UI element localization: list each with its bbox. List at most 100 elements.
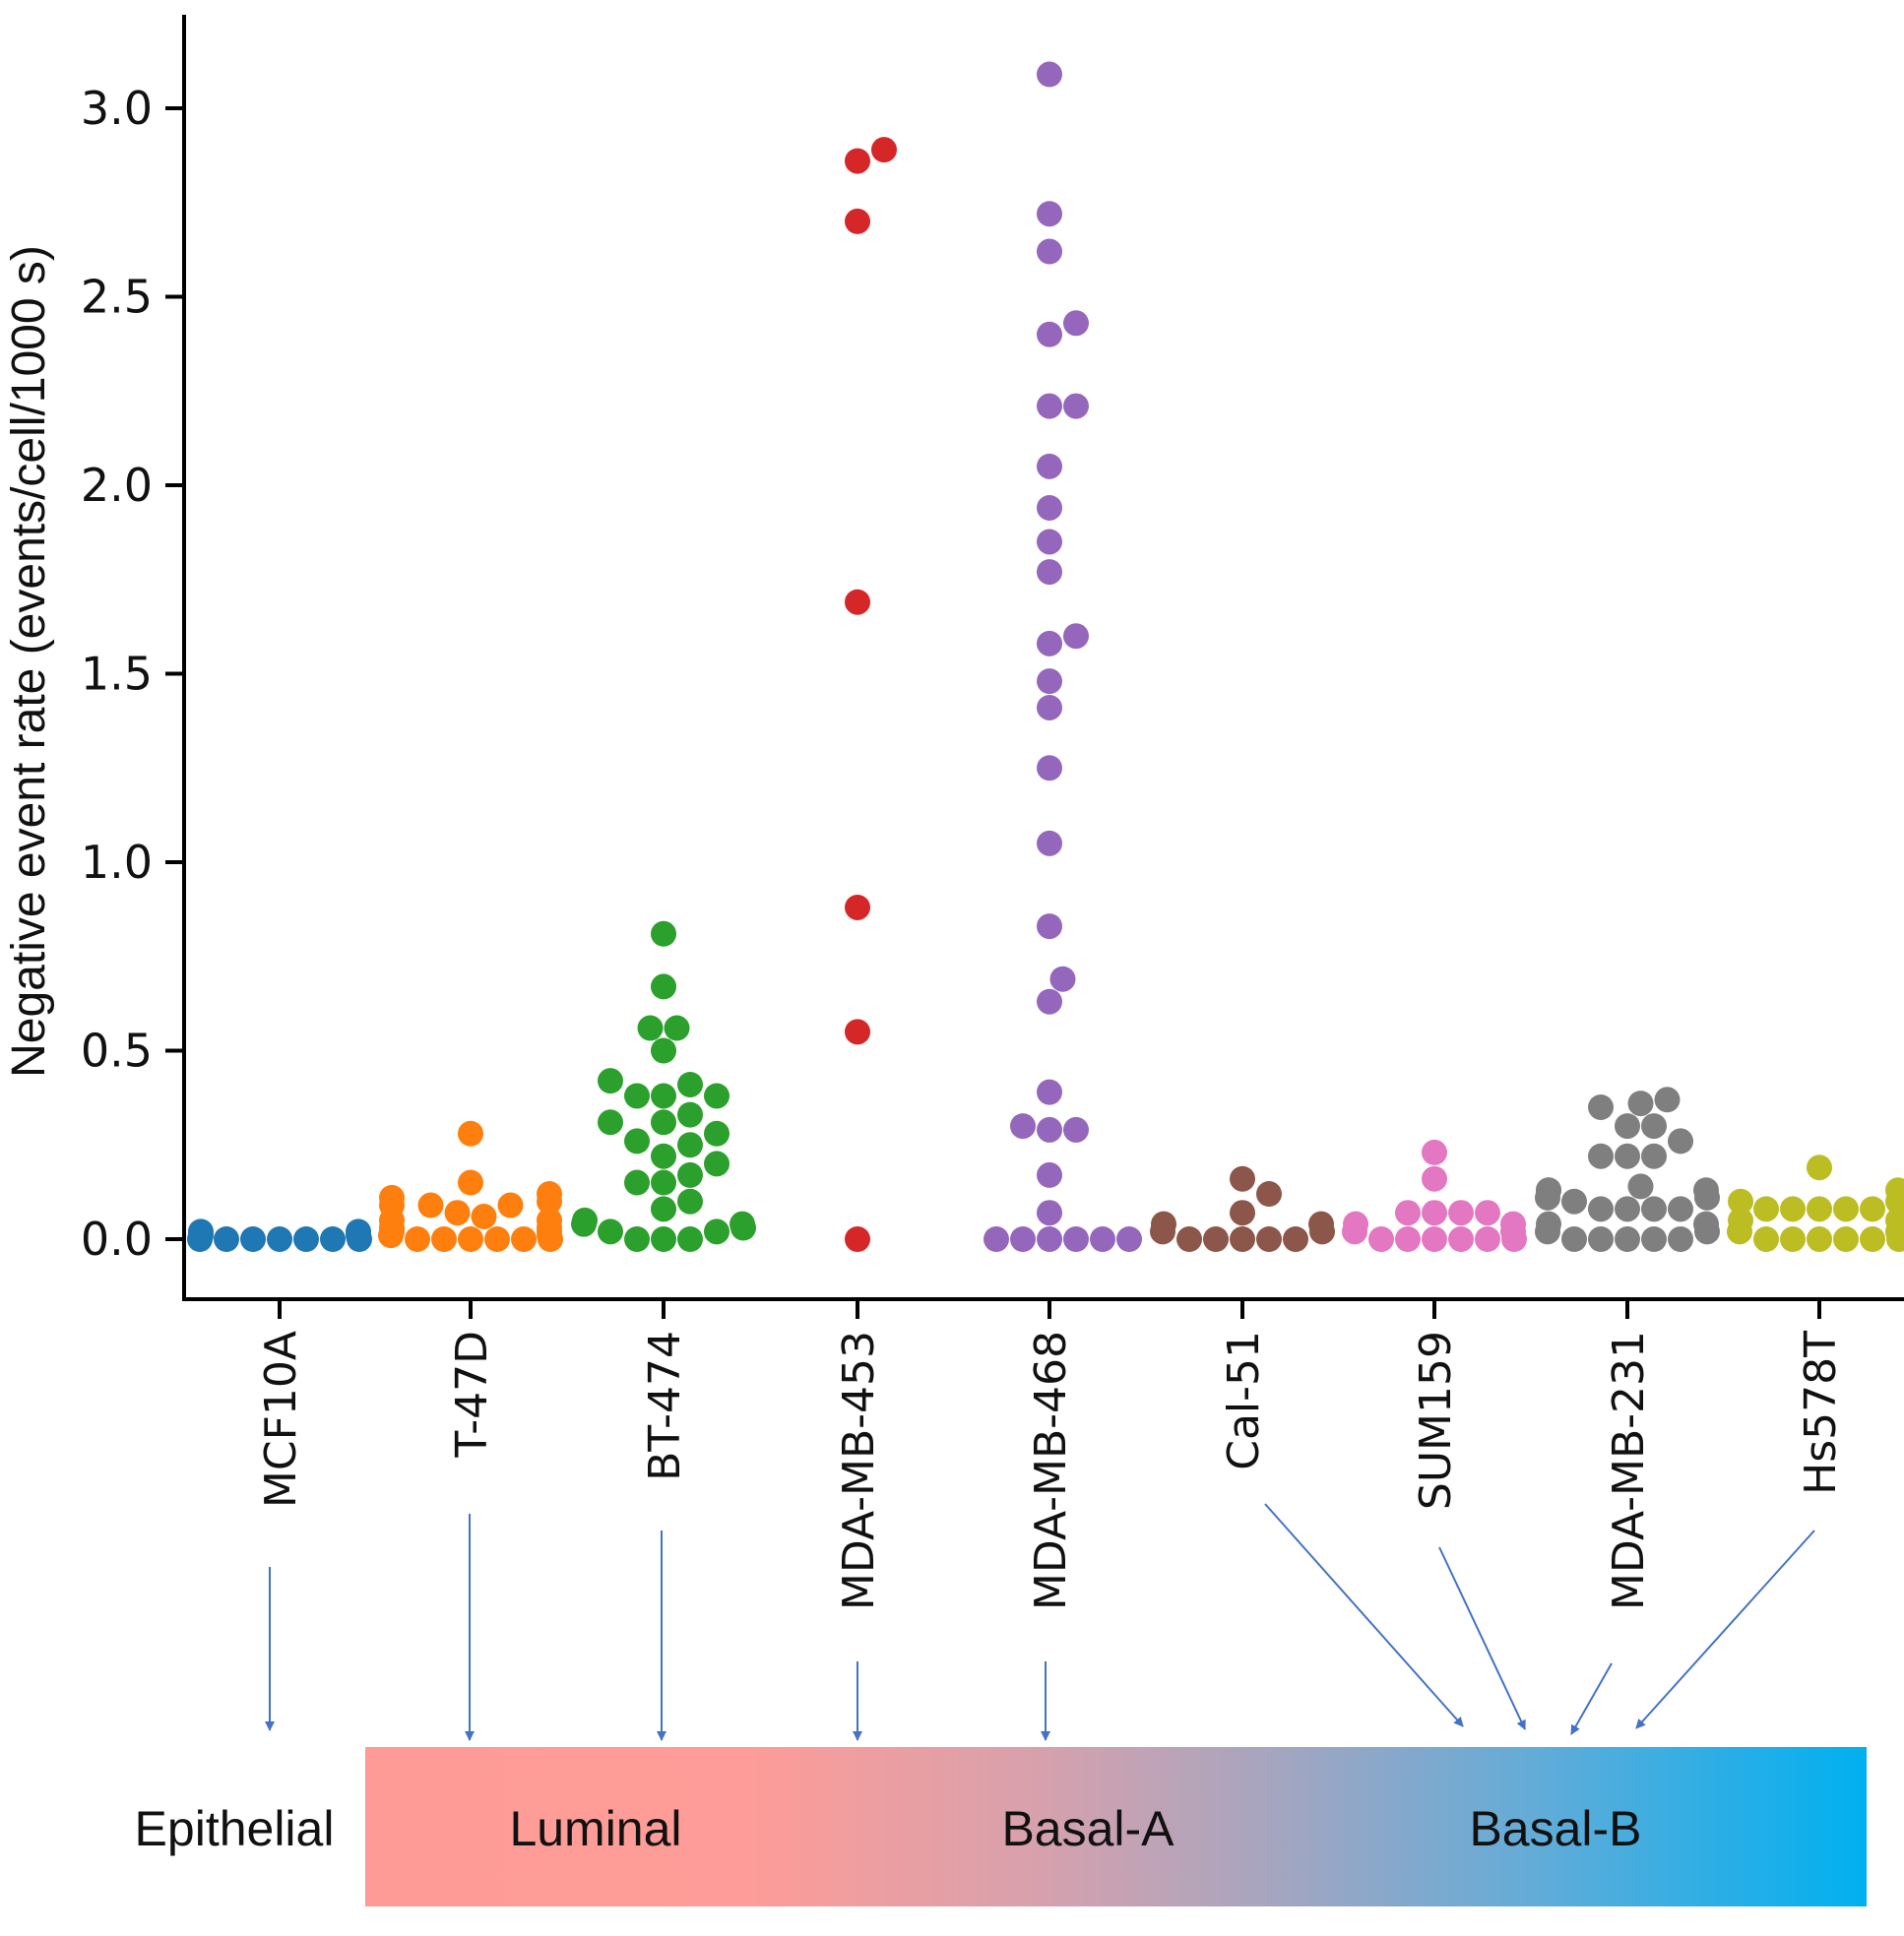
- band-label-luminal: Luminal: [509, 1801, 681, 1856]
- data-point-sum159: [1422, 1139, 1447, 1165]
- data-point-bt-474: [651, 920, 676, 947]
- x-tick-label-mda-mb-231: MDA-MB-231: [1604, 1331, 1654, 1610]
- data-point-cal-51: [1256, 1226, 1282, 1252]
- data-point-mda-mb-231: [1668, 1128, 1693, 1155]
- y-tick-label: 0.5: [81, 1025, 153, 1078]
- data-point-mda-mb-468: [1037, 913, 1062, 940]
- data-point-sum159: [1475, 1226, 1500, 1252]
- data-point-t-47d: [458, 1120, 483, 1147]
- arrow-mda-mb-231: [1570, 1662, 1613, 1735]
- data-point-bt-474: [598, 1068, 623, 1094]
- data-point-mda-mb-231: [1641, 1196, 1667, 1222]
- data-point-mda-mb-231: [1641, 1226, 1667, 1252]
- data-point-mda-mb-231: [1668, 1196, 1693, 1222]
- data-point-mda-mb-468: [1010, 1226, 1036, 1252]
- y-tick-label: 1.5: [81, 648, 153, 701]
- data-point-hs578t: [1780, 1196, 1806, 1222]
- data-point-mcf10a: [214, 1226, 239, 1252]
- data-point-bt-474: [651, 1226, 676, 1252]
- data-point-bt-474: [624, 1226, 650, 1252]
- data-point-mda-mb-468: [1037, 630, 1062, 656]
- data-point-mcf10a: [320, 1226, 346, 1252]
- data-point-bt-474: [651, 1109, 676, 1136]
- data-point-t-47d: [431, 1226, 457, 1252]
- data-point-mda-mb-468: [1037, 61, 1062, 88]
- data-point-mda-mb-468: [1037, 1226, 1062, 1252]
- data-point-t-47d: [379, 1184, 405, 1211]
- data-point-hs578t: [1728, 1207, 1753, 1233]
- data-point-cal-51: [1283, 1226, 1308, 1252]
- data-point-mcf10a: [293, 1226, 319, 1252]
- data-point-mda-mb-453: [845, 1226, 870, 1252]
- x-tick-label-hs578t: Hs578T: [1796, 1331, 1846, 1495]
- data-point-t-47d: [537, 1181, 562, 1208]
- data-point-mda-mb-468: [1037, 668, 1062, 695]
- band-label-basal-a: Basal-A: [1001, 1801, 1174, 1856]
- x-tick-label-t-47d: T-47D: [447, 1331, 497, 1459]
- data-point-mcf10a: [267, 1226, 292, 1252]
- data-point-t-47d: [537, 1207, 562, 1233]
- data-point-bt-474: [598, 1218, 623, 1245]
- data-point-mda-mb-231: [1693, 1177, 1719, 1204]
- data-point-hs578t: [1753, 1226, 1779, 1252]
- data-point-mda-mb-453: [845, 208, 870, 234]
- y-ticks: 0.0 0.5 1.0 1.5 2.0 2.5 3.0: [81, 82, 184, 1266]
- data-point-mda-mb-231: [1588, 1093, 1614, 1120]
- y-tick-label: 2.0: [81, 459, 153, 512]
- data-point-mda-mb-468: [1037, 988, 1062, 1015]
- data-point-sum159: [1422, 1200, 1447, 1226]
- data-point-bt-474: [651, 1143, 676, 1169]
- data-point-mda-mb-231: [1627, 1091, 1654, 1117]
- data-point-mda-mb-468: [1037, 755, 1062, 781]
- arrow-cal-51: [1264, 1503, 1464, 1727]
- x-tick-label-mda-mb-453: MDA-MB-453: [834, 1331, 884, 1610]
- data-point-cal-51: [1256, 1181, 1282, 1208]
- data-point-mda-mb-453: [845, 1019, 870, 1045]
- subtype-gradient-band: [365, 1747, 1867, 1906]
- data-point-bt-474: [677, 1226, 703, 1252]
- y-tick-label: 2.5: [81, 271, 153, 324]
- data-point-t-47d: [444, 1200, 471, 1226]
- data-point-cal-51: [1230, 1226, 1255, 1252]
- data-point-t-47d: [471, 1204, 497, 1230]
- y-axis-label: Negative event rate (events/cell/1000 s): [3, 245, 55, 1078]
- data-point-bt-474: [677, 1188, 703, 1215]
- data-point-cal-51: [1203, 1226, 1229, 1252]
- data-point-bt-474: [677, 1101, 703, 1128]
- data-point-mda-mb-231: [1641, 1113, 1667, 1140]
- data-point-sum159: [1448, 1226, 1474, 1252]
- data-points: [187, 61, 1904, 1252]
- data-point-mcf10a: [346, 1218, 371, 1245]
- data-point-bt-474: [651, 1037, 676, 1064]
- data-point-hs578t: [1780, 1226, 1806, 1252]
- subtype-arrows: [265, 1503, 1815, 1741]
- data-point-cal-51: [1230, 1165, 1255, 1192]
- data-point-t-47d: [511, 1226, 537, 1252]
- data-point-mda-mb-231: [1615, 1226, 1640, 1252]
- data-point-bt-474: [677, 1071, 703, 1097]
- data-point-mda-mb-231: [1668, 1226, 1693, 1252]
- data-point-mda-mb-468: [1037, 694, 1062, 720]
- x-tick-label-mcf10a: MCF10A: [256, 1331, 306, 1508]
- data-point-mda-mb-231: [1693, 1211, 1719, 1237]
- data-point-mda-mb-468: [1037, 830, 1062, 856]
- data-point-mda-mb-468: [1090, 1226, 1115, 1252]
- data-point-mda-mb-231: [1561, 1226, 1587, 1252]
- y-tick-label: 1.0: [81, 836, 153, 889]
- x-tick-label-mda-mb-468: MDA-MB-468: [1026, 1331, 1076, 1610]
- data-point-bt-474: [624, 1083, 650, 1109]
- data-point-t-47d: [417, 1192, 444, 1218]
- data-point-sum159: [1422, 1226, 1447, 1252]
- data-point-cal-51: [1151, 1211, 1176, 1237]
- data-point-bt-474: [677, 1132, 703, 1158]
- data-point-mda-mb-468: [1010, 1113, 1036, 1140]
- data-point-bt-474: [651, 1196, 676, 1222]
- data-point-bt-474: [598, 1109, 623, 1136]
- data-point-mda-mb-468: [1063, 393, 1089, 419]
- data-point-cal-51: [1230, 1200, 1255, 1226]
- data-point-mda-mb-468: [1116, 1226, 1142, 1252]
- data-point-mda-mb-453: [845, 589, 870, 615]
- data-point-mda-mb-468: [1049, 966, 1076, 992]
- data-point-bt-474: [572, 1207, 598, 1233]
